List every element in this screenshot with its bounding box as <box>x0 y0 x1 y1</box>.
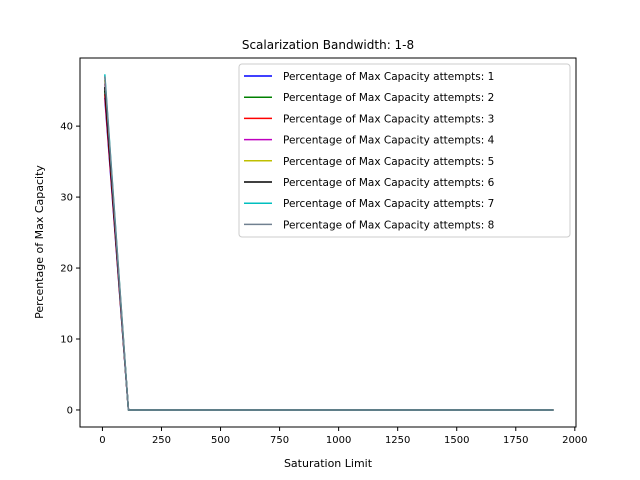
chart-title: Scalarization Bandwidth: 1-8 <box>242 38 414 52</box>
legend-label: Percentage of Max Capacity attempts: 5 <box>283 156 494 168</box>
legend-label: Percentage of Max Capacity attempts: 7 <box>283 198 494 210</box>
y-axis-label: Percentage of Max Capacity <box>33 165 46 319</box>
y-tick-label: 10 <box>60 335 73 346</box>
x-tick-label: 2000 <box>562 435 587 446</box>
x-tick-label: 1250 <box>385 435 410 446</box>
y-tick-label: 0 <box>67 405 73 416</box>
legend-label: Percentage of Max Capacity attempts: 1 <box>283 71 494 83</box>
legend-label: Percentage of Max Capacity attempts: 2 <box>283 92 494 104</box>
legend-frame <box>238 63 571 238</box>
series-line-attempts-8 <box>104 76 554 411</box>
legend-label: Percentage of Max Capacity attempts: 8 <box>283 219 494 231</box>
legend-label: Percentage of Max Capacity attempts: 3 <box>283 113 494 125</box>
series-layer <box>104 74 554 411</box>
x-tick-label: 0 <box>99 435 105 446</box>
x-tick-label: 1500 <box>444 435 469 446</box>
y-tick-label: 30 <box>60 193 73 204</box>
y-axis: 0 10 20 30 40 <box>60 122 80 416</box>
x-tick-label: 1000 <box>326 435 351 446</box>
x-tick-label: 500 <box>211 435 230 446</box>
plot-area <box>79 57 577 428</box>
x-axis: 0 250 500 750 1000 1250 1500 1750 2000 <box>99 427 588 446</box>
legend: Percentage of Max Capacity attempts: 1 Pe… <box>238 63 571 238</box>
x-axis-label: Saturation Limit <box>284 457 373 470</box>
legend-label: Percentage of Max Capacity attempts: 6 <box>283 177 495 189</box>
legend-label: Percentage of Max Capacity attempts: 4 <box>283 135 495 147</box>
x-tick-label: 1750 <box>503 435 528 446</box>
x-tick-label: 250 <box>152 435 171 446</box>
x-tick-label: 750 <box>270 435 289 446</box>
plot-frame <box>79 57 577 428</box>
y-tick-label: 20 <box>60 264 73 275</box>
y-tick-label: 40 <box>60 122 73 133</box>
